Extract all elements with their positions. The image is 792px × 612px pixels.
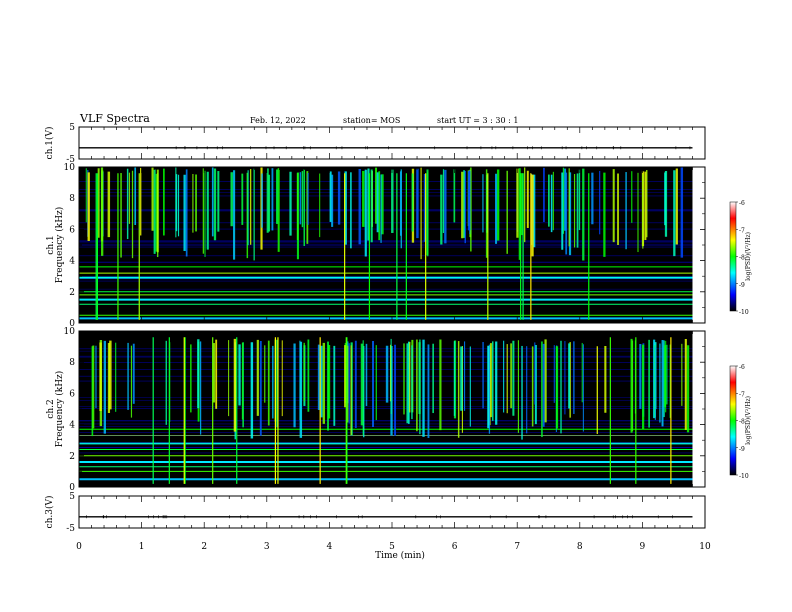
y-tick-label: 0 [69, 319, 75, 329]
ch1-spectrogram-ylabel: Frequency (kHz) [54, 207, 65, 284]
start-time-label: start UT = 3 : 30 : 1 [437, 116, 519, 125]
y-tick-label: 6 [69, 389, 75, 399]
y-tick-label: 2 [69, 288, 75, 298]
ch2-spectrogram-panel: ch.2 Frequency (kHz) -6 -7 -8 -9 -10 log(PSD)(V… [46, 327, 752, 493]
colorbar-tick-label: -9 [739, 282, 745, 289]
y-tick-label: 6 [69, 225, 75, 235]
x-tick-label: 8 [577, 542, 583, 552]
x-tick-label: 6 [452, 542, 458, 552]
x-axis-label: Time (min) [375, 550, 425, 561]
ch3-voltage-ylabel: ch.3(V) [44, 496, 55, 529]
ch1-spectrogram-colorbar [729, 201, 737, 312]
x-tick-label: 0 [76, 542, 82, 552]
colorbar-tick-label: -6 [739, 364, 745, 371]
colorbar-tick-label: -8 [739, 255, 745, 262]
y-tick-label: 5 [69, 492, 75, 502]
colorbar-tick-label: -6 [739, 200, 745, 207]
x-tick-label: 4 [327, 542, 333, 552]
colorbar-tick-label: -9 [739, 446, 745, 453]
colorbar-tick-label: -8 [739, 419, 745, 426]
ch2-spectrogram-ylabel-top: ch.2 [46, 399, 56, 418]
y-tick-label: 4 [69, 257, 75, 267]
y-tick-label: 5 [69, 123, 75, 133]
ch2-spectrogram-ylabel: Frequency (kHz) [54, 371, 65, 448]
y-tick-label: 0 [69, 483, 75, 493]
ch1-spectrogram-ylabel-top: ch.1 [46, 235, 56, 254]
x-tick-label: 1 [139, 542, 145, 552]
y-tick-label: -5 [66, 155, 75, 165]
y-tick-label: 2 [69, 452, 75, 462]
x-tick-label: 2 [201, 542, 207, 552]
ch1-spectrogram-colorbar-label: log(PSD)(V²/Hz) [745, 232, 752, 281]
x-tick-label: 9 [640, 542, 646, 552]
x-tick-label: 5 [389, 542, 395, 552]
colorbar-tick-label: -10 [739, 309, 749, 316]
y-tick-label: 8 [69, 194, 75, 204]
colorbar-tick-label: -10 [739, 473, 749, 480]
y-tick-label: -5 [66, 524, 75, 534]
chart-title: VLF Spectra [80, 112, 150, 125]
y-tick-label: 4 [69, 421, 75, 431]
date-label: Feb. 12, 2022 [250, 116, 306, 125]
y-tick-label: 10 [64, 327, 76, 337]
colorbar-tick-label: -7 [739, 227, 745, 234]
y-tick-label: 8 [69, 358, 75, 368]
x-tick-label: 3 [264, 542, 270, 552]
ch1-voltage-panel: ch.1(V) 5 -5 [44, 123, 706, 165]
ch2-spectrogram-colorbar-label: log(PSD)(V²/Hz) [745, 396, 752, 445]
colorbar-tick-label: -7 [739, 391, 745, 398]
y-tick-label: 10 [64, 163, 76, 173]
station-label: station= MOS [343, 116, 401, 125]
ch3-voltage-panel: ch.3(V) 5 -5 [44, 492, 706, 534]
x-tick-label: 10 [699, 542, 711, 552]
ch2-spectrogram-background [79, 331, 693, 487]
ch2-spectrogram-colorbar [729, 365, 737, 476]
x-tick-label: 7 [514, 542, 520, 552]
ch1-spectrogram-panel: ch.1 Frequency (kHz) -6 -7 -8 -9 -10 log(PSD)(V… [46, 163, 752, 329]
ch1-voltage-ylabel: ch.1(V) [44, 127, 55, 160]
